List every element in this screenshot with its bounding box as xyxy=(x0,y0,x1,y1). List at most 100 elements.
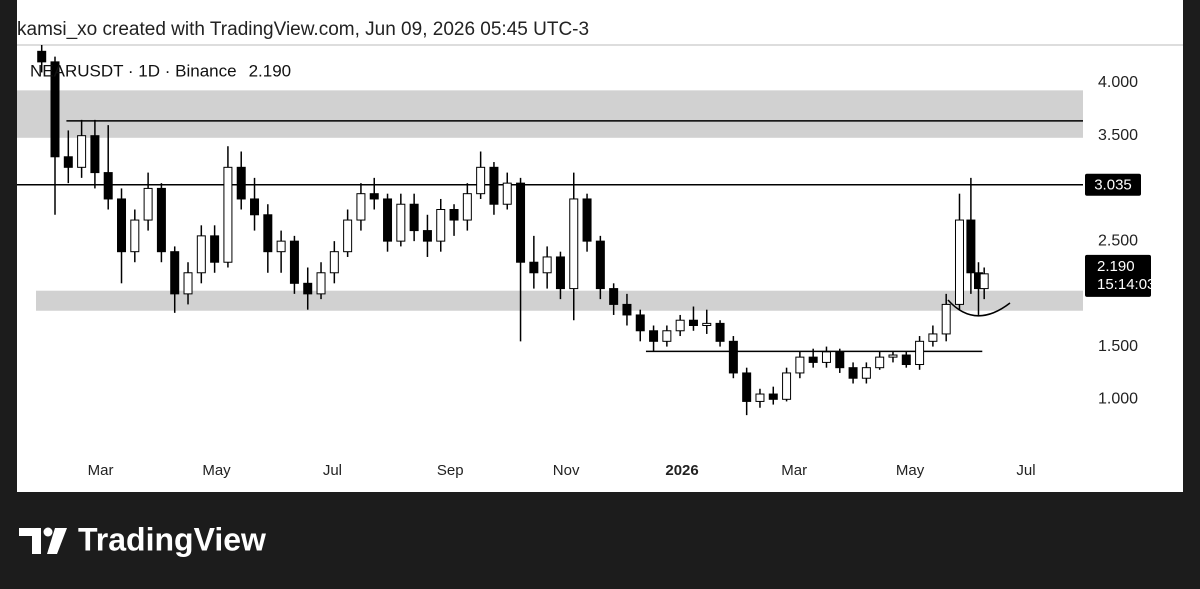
candle-body xyxy=(595,240,605,290)
candle-body xyxy=(170,251,180,295)
candle-body xyxy=(90,135,100,174)
candle-body xyxy=(795,356,805,374)
zone xyxy=(36,290,1083,311)
x-tick-label: Jul xyxy=(323,462,342,479)
candle-body xyxy=(316,272,326,295)
candle-body xyxy=(702,322,712,326)
candle-body xyxy=(289,240,299,284)
candle-body xyxy=(979,273,989,290)
candle-body xyxy=(236,166,246,200)
candle-body xyxy=(103,172,113,200)
x-tick-label: May xyxy=(202,462,231,479)
x-tick-label: Jul xyxy=(1016,462,1035,479)
logo-icon xyxy=(19,527,67,554)
x-tick-label: Mar xyxy=(88,462,114,479)
x-tick-label: Mar xyxy=(781,462,807,479)
candle-body xyxy=(183,272,193,295)
candle-body xyxy=(250,198,260,216)
x-tick-label: 2026 xyxy=(665,462,698,479)
candle-body xyxy=(569,198,579,290)
header: kamsi_xo created with TradingView.com, J… xyxy=(17,19,589,40)
candle-body xyxy=(875,356,885,369)
candle-body xyxy=(130,219,140,253)
candle-body xyxy=(303,282,313,295)
candle-body xyxy=(954,219,964,305)
candle-body xyxy=(422,230,432,242)
y-tick-label: 3.500 xyxy=(1098,127,1138,144)
candle-body xyxy=(63,156,73,168)
candle-body xyxy=(263,214,273,253)
y-tick-label: 2.500 xyxy=(1098,232,1138,249)
candle-body xyxy=(383,198,393,242)
candle-body xyxy=(476,166,486,195)
candle-body xyxy=(635,314,645,332)
candle-body xyxy=(649,330,659,342)
countdown: 15:14:03 xyxy=(1097,276,1155,293)
candle-body xyxy=(276,240,286,253)
candle-body xyxy=(755,393,765,402)
candle-body xyxy=(489,166,499,205)
candle-body xyxy=(449,209,459,221)
candle-body xyxy=(223,166,233,263)
candle-body xyxy=(462,193,472,221)
candle-body xyxy=(516,182,526,263)
candle-body xyxy=(502,182,512,205)
candle-body xyxy=(742,372,752,402)
candle-body xyxy=(688,319,698,326)
annotation-arc xyxy=(947,299,1011,317)
brand: TradingView xyxy=(78,521,266,557)
zone xyxy=(17,90,1083,138)
candle-body xyxy=(329,251,339,274)
candle-body xyxy=(928,333,938,342)
candle-body xyxy=(396,203,406,242)
legend-price: 2.190 xyxy=(249,61,292,80)
candle-body xyxy=(808,356,818,363)
x-tick-label: May xyxy=(896,462,925,479)
candle-body xyxy=(156,187,166,253)
candle-body xyxy=(143,187,153,221)
candle-body xyxy=(37,50,47,63)
x-tick-label: Nov xyxy=(553,462,580,479)
candle-body xyxy=(50,61,60,158)
candle-body xyxy=(835,351,845,369)
candle-body xyxy=(966,219,976,274)
candle-body xyxy=(915,340,925,366)
candle-body xyxy=(542,256,552,274)
candle-body xyxy=(409,203,419,232)
candle-body xyxy=(196,235,206,274)
price-label: 3.035 xyxy=(1094,177,1132,194)
candle-body xyxy=(662,330,672,342)
candle-body xyxy=(555,256,565,290)
candle-body xyxy=(715,322,725,342)
candle-body xyxy=(888,354,898,358)
candle-body xyxy=(768,393,778,400)
x-tick-label: Sep xyxy=(437,462,464,479)
candle-body xyxy=(369,193,379,200)
candle-body xyxy=(675,319,685,332)
candle-body xyxy=(901,354,911,366)
candle-body xyxy=(77,135,87,168)
y-tick-label: 1.000 xyxy=(1098,391,1138,408)
candle-body xyxy=(436,209,446,242)
candle-body xyxy=(622,303,632,316)
candle-body xyxy=(821,351,831,363)
last-price-box xyxy=(1085,254,1151,297)
last-price-label: 2.190 xyxy=(1097,258,1135,275)
candle-body xyxy=(210,235,220,263)
candle-body xyxy=(861,367,871,379)
candle-body xyxy=(529,261,539,274)
candle-body xyxy=(356,193,366,221)
candle-body xyxy=(582,198,592,242)
y-tick-label: 4.000 xyxy=(1098,74,1138,91)
chart-title: NEARUSDT · 1D · Binance xyxy=(30,61,237,80)
price-box xyxy=(1085,173,1141,196)
candle-body xyxy=(343,219,353,253)
candle-body xyxy=(782,372,792,400)
y-tick-label: 1.500 xyxy=(1098,338,1138,355)
candle-body xyxy=(728,340,738,374)
candle-body xyxy=(848,367,858,379)
candle-body xyxy=(117,198,127,253)
candle-body xyxy=(941,303,951,335)
